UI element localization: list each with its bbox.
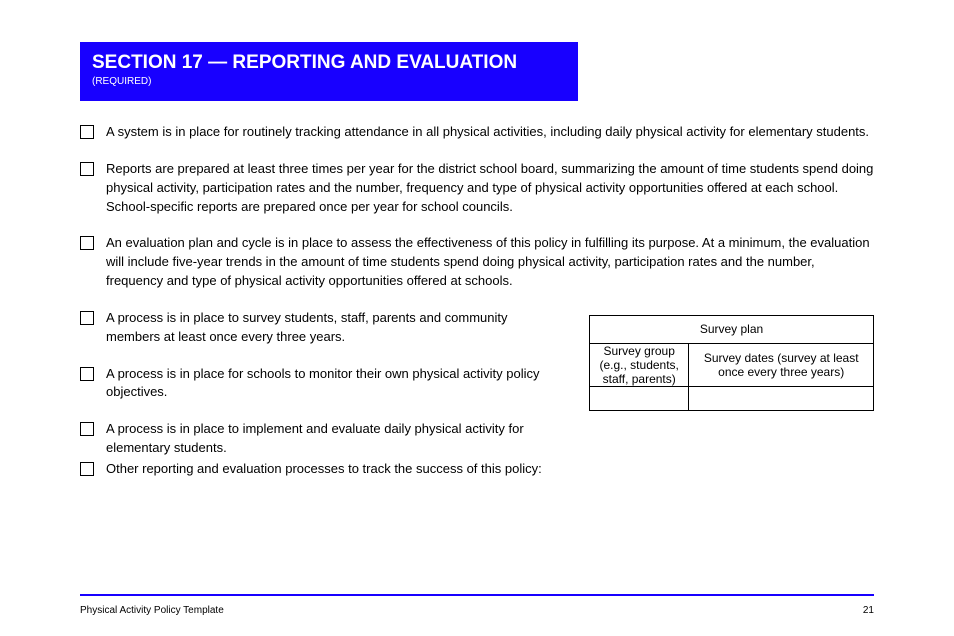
table-cell[interactable] [590,386,689,410]
footer-left: Physical Activity Policy Template [80,605,224,616]
checklist-item: A process is in place to survey students… [80,309,556,347]
checkbox[interactable] [80,162,94,176]
footer-rule [80,594,874,596]
checklist-text: Reports are prepared at least three time… [106,160,874,217]
page: SECTION 17 — REPORTING AND EVALUATION (R… [0,0,954,636]
table-column-header: Survey group (e.g., students, staff, par… [590,343,689,386]
checklist-item: Other reporting and evaluation processes… [80,460,556,479]
checklist-text: A process is in place to survey students… [106,309,556,347]
checklist-text: An evaluation plan and cycle is in place… [106,234,874,291]
survey-plan-table: Survey plan Survey group (e.g., students… [589,315,874,411]
section-header-bar: SECTION 17 — REPORTING AND EVALUATION (R… [80,42,578,101]
checkbox[interactable] [80,422,94,436]
checklist-text: Other reporting and evaluation processes… [106,460,556,479]
table-cell[interactable] [689,386,874,410]
table-column-header: Survey dates (survey at least once every… [689,343,874,386]
checkbox[interactable] [80,236,94,250]
checklist-text: A process is in place to implement and e… [106,420,556,458]
checkbox[interactable] [80,462,94,476]
checklist-item-with-table: A process is in place to survey students… [80,309,874,497]
footer-page-number: 21 [863,605,874,616]
checklist-text: A system is in place for routinely track… [106,123,874,142]
checklist-text: A process is in place for schools to mon… [106,365,556,403]
section-title: SECTION 17 — REPORTING AND EVALUATION [92,52,566,74]
table-header: Survey plan [590,315,874,343]
checkbox[interactable] [80,311,94,325]
checkbox[interactable] [80,367,94,381]
checklist-item: A process is in place to implement and e… [80,420,556,458]
checklist-item: A system is in place for routinely track… [80,123,874,142]
checklist: A system is in place for routinely track… [80,123,874,497]
section-subtitle: (REQUIRED) [92,76,566,87]
checklist-item: Reports are prepared at least three time… [80,160,874,217]
footer: Physical Activity Policy Template 21 [80,605,874,616]
checkbox[interactable] [80,125,94,139]
table-row [590,386,874,410]
checklist-item: An evaluation plan and cycle is in place… [80,234,874,291]
checklist-item: A process is in place for schools to mon… [80,365,556,403]
